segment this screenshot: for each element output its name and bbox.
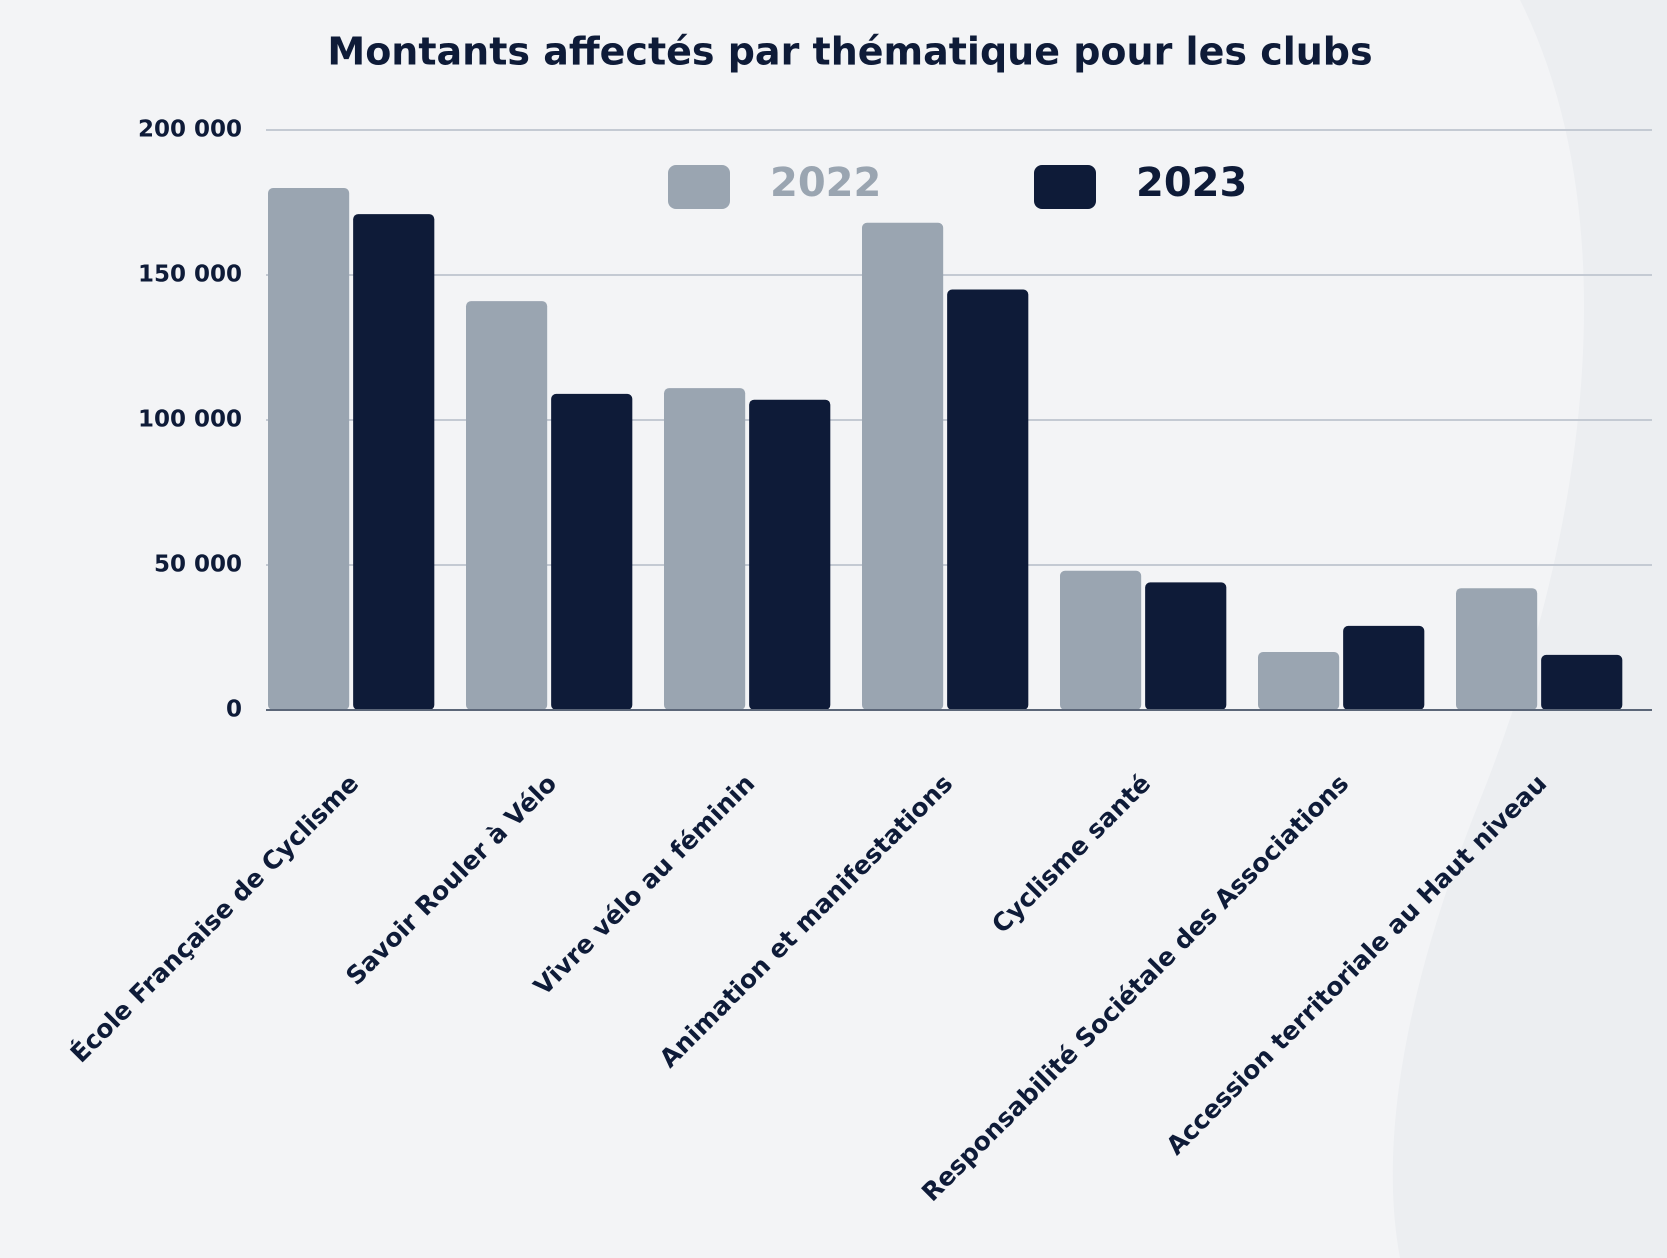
- page: Montants affectés par thématique pour le…: [0, 0, 1667, 1258]
- bar: [749, 400, 830, 710]
- chart-title: Montants affectés par thématique pour le…: [327, 30, 1372, 74]
- bar: [862, 223, 943, 710]
- bar: [1343, 626, 1424, 710]
- bar: [551, 394, 632, 710]
- bar: [1456, 588, 1537, 710]
- legend-swatch: [1034, 165, 1096, 209]
- bar: [1541, 655, 1622, 710]
- bar: [1145, 582, 1226, 710]
- bar: [947, 290, 1028, 711]
- chart: Montants affectés par thématique pour le…: [0, 0, 1667, 1258]
- y-tick-label: 0: [226, 697, 242, 723]
- bar: [353, 214, 434, 710]
- y-tick-label: 150 000: [138, 262, 242, 288]
- bar: [268, 188, 349, 710]
- y-tick-label: 100 000: [138, 407, 242, 433]
- legend-label: 2023: [1136, 160, 1247, 206]
- bar: [1060, 571, 1141, 710]
- bar: [664, 388, 745, 710]
- legend-swatch: [668, 165, 730, 209]
- y-tick-label: 200 000: [138, 117, 242, 143]
- y-tick-label: 50 000: [154, 552, 242, 578]
- bar: [466, 301, 547, 710]
- legend-label: 2022: [770, 160, 881, 206]
- bar: [1258, 652, 1339, 710]
